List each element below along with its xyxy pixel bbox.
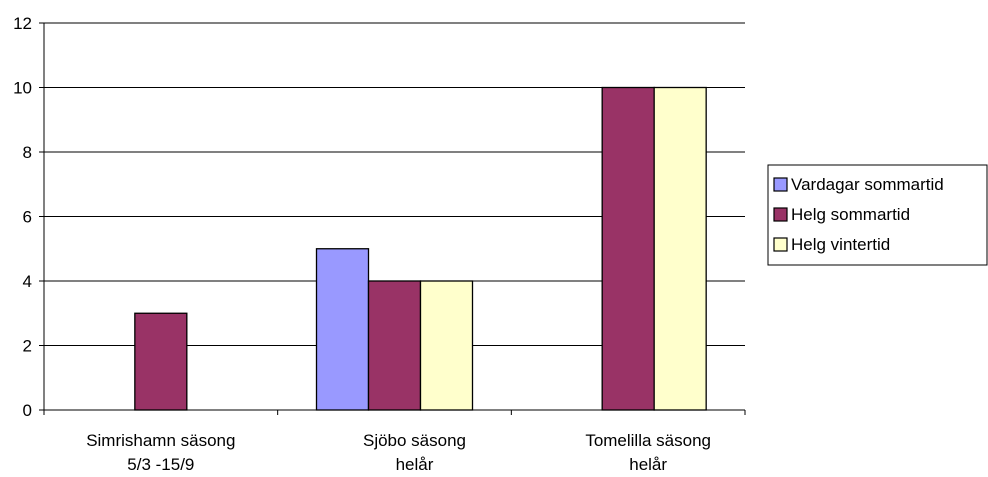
y-tick-label: 10 [13, 79, 32, 98]
bar-helg-vintertid-2 [653, 86, 707, 411]
legend: Vardagar sommartid Helg sommartid Helg vin… [767, 164, 988, 266]
x-category-labels: Simrishamn säsong 5/3 -15/9 Sjöbo säsong he… [86, 431, 711, 474]
x-category-label: Sjöbo säsong [363, 431, 466, 450]
y-tick-label: 12 [13, 14, 32, 33]
legend-swatch [773, 237, 788, 252]
x-category-label: helår [629, 455, 667, 474]
x-category-label: Simrishamn säsong [86, 431, 235, 450]
legend-swatch [773, 207, 788, 222]
x-category-label: Tomelilla säsong [585, 431, 711, 450]
x-category-label: 5/3 -15/9 [127, 455, 194, 474]
x-category-label: helår [396, 455, 434, 474]
y-tick-label: 8 [23, 143, 32, 162]
bar-helg-sommartid-1 [367, 280, 422, 411]
bars [134, 86, 707, 411]
legend-label: Vardagar sommartid [791, 175, 944, 194]
legend-label: Helg sommartid [791, 205, 910, 224]
y-tick-labels: 0 2 4 6 8 10 12 [13, 14, 32, 420]
y-tick-label: 2 [23, 337, 32, 356]
y-tick-label: 0 [23, 401, 32, 420]
y-tick-label: 4 [23, 272, 32, 291]
bar-helg-sommartid-0 [134, 312, 188, 411]
legend-swatch [773, 177, 788, 192]
y-tick-label: 6 [23, 208, 32, 227]
bar-vardagar-sommartid-1 [315, 248, 370, 411]
legend-label: Helg vintertid [791, 235, 890, 254]
legend-box [767, 164, 988, 266]
axes [39, 22, 746, 415]
bar-helg-sommartid-2 [601, 86, 655, 411]
bar-helg-vintertid-1 [419, 280, 474, 411]
